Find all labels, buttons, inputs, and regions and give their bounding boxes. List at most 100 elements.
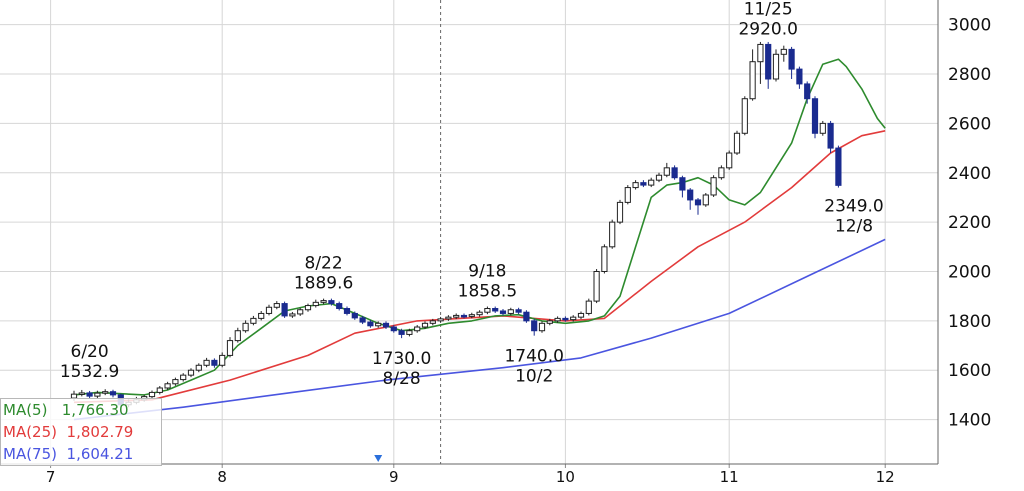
candle <box>515 307 522 315</box>
candle-body <box>492 308 499 312</box>
candle <box>577 311 585 320</box>
annotation-12-8: 2349.012/8 <box>824 196 883 236</box>
candle <box>593 269 600 304</box>
candle-body <box>351 312 358 319</box>
x-tick-label: 10 <box>556 468 575 486</box>
candle-body <box>726 152 733 169</box>
x-tick-label: 8 <box>217 468 227 486</box>
candle <box>562 316 569 322</box>
candle <box>281 301 288 318</box>
candle-body <box>265 306 273 314</box>
candle <box>86 390 93 399</box>
candle <box>546 318 553 326</box>
candle-body <box>546 320 553 324</box>
candle-body <box>148 391 156 398</box>
candle-body <box>460 314 468 318</box>
candle-body <box>445 316 452 320</box>
candle <box>835 145 842 188</box>
candle <box>226 337 234 358</box>
candle <box>234 327 241 343</box>
candle <box>297 307 304 316</box>
candle <box>757 41 764 84</box>
axes: 1400 1600 1800 2000 2200 2400 2600 2800 3000 7 8 9 1… <box>0 0 991 486</box>
candle <box>390 325 397 333</box>
legend-ma5-value: 1,766.30 <box>61 401 129 419</box>
candle <box>624 185 631 205</box>
candle-body <box>195 364 202 371</box>
annotation-value: 2920.0 <box>738 19 797 39</box>
candle <box>382 321 390 329</box>
candle-body <box>242 322 249 332</box>
candle <box>811 96 819 139</box>
candle <box>694 197 702 215</box>
candle-body <box>648 179 655 186</box>
candle <box>164 381 171 390</box>
candle-body <box>312 301 319 307</box>
candle <box>94 390 101 399</box>
candle-body <box>562 317 569 321</box>
candle-body <box>453 314 460 318</box>
x-tick-label: 7 <box>46 468 56 486</box>
candle <box>320 298 327 305</box>
candle-body <box>297 309 304 315</box>
candle-body <box>585 300 592 314</box>
candle <box>468 312 475 319</box>
candle <box>609 219 616 249</box>
candle <box>765 41 772 89</box>
y-tick-label: 1600 <box>948 361 991 381</box>
annotation-value: 1858.5 <box>458 281 517 301</box>
legend-ma25: MA(25) 1,802.79 <box>1 421 161 443</box>
legend-ma5: MA(5) 1,766.30 <box>1 399 161 421</box>
ma25-line <box>73 130 886 404</box>
candle <box>187 368 195 378</box>
candle <box>195 363 202 373</box>
grid-lines <box>0 0 938 464</box>
candle-body <box>616 201 624 223</box>
candle-body <box>336 303 343 310</box>
candle-body <box>468 314 475 317</box>
candle-body <box>671 167 678 179</box>
candle <box>788 46 795 79</box>
annotation-date: 9/18 <box>468 261 506 281</box>
candle-body <box>570 316 577 321</box>
candle <box>336 301 343 311</box>
candle-body <box>694 199 702 206</box>
candle <box>414 325 421 333</box>
candle <box>671 165 678 180</box>
candle-body <box>94 392 101 397</box>
candle-body <box>609 221 616 248</box>
candle-body <box>320 300 327 303</box>
candle-body <box>788 48 795 70</box>
candle-body <box>273 303 280 308</box>
candle <box>640 180 647 188</box>
candle <box>421 321 429 329</box>
candle-body <box>624 187 631 203</box>
candle <box>484 306 491 315</box>
candle <box>304 303 312 312</box>
legend-ma25-name: MA(25) <box>3 423 57 441</box>
candle <box>375 321 382 328</box>
candles <box>70 41 842 413</box>
x-tick-label: 9 <box>389 468 399 486</box>
candle-body <box>476 311 483 316</box>
candle <box>203 357 210 368</box>
candle <box>328 298 335 306</box>
y-tick-label: 1400 <box>948 411 991 431</box>
candle-body <box>554 317 561 322</box>
candle <box>343 306 351 316</box>
candle <box>211 358 218 368</box>
candle-body <box>375 322 382 327</box>
candle <box>804 81 811 104</box>
candle <box>258 310 265 321</box>
candle <box>648 177 655 188</box>
annotation-date: 8/22 <box>305 254 343 274</box>
candle <box>554 316 561 323</box>
candle <box>492 306 499 313</box>
annotation-date: 12/8 <box>835 216 873 236</box>
y-tick-label: 3000 <box>948 16 991 36</box>
